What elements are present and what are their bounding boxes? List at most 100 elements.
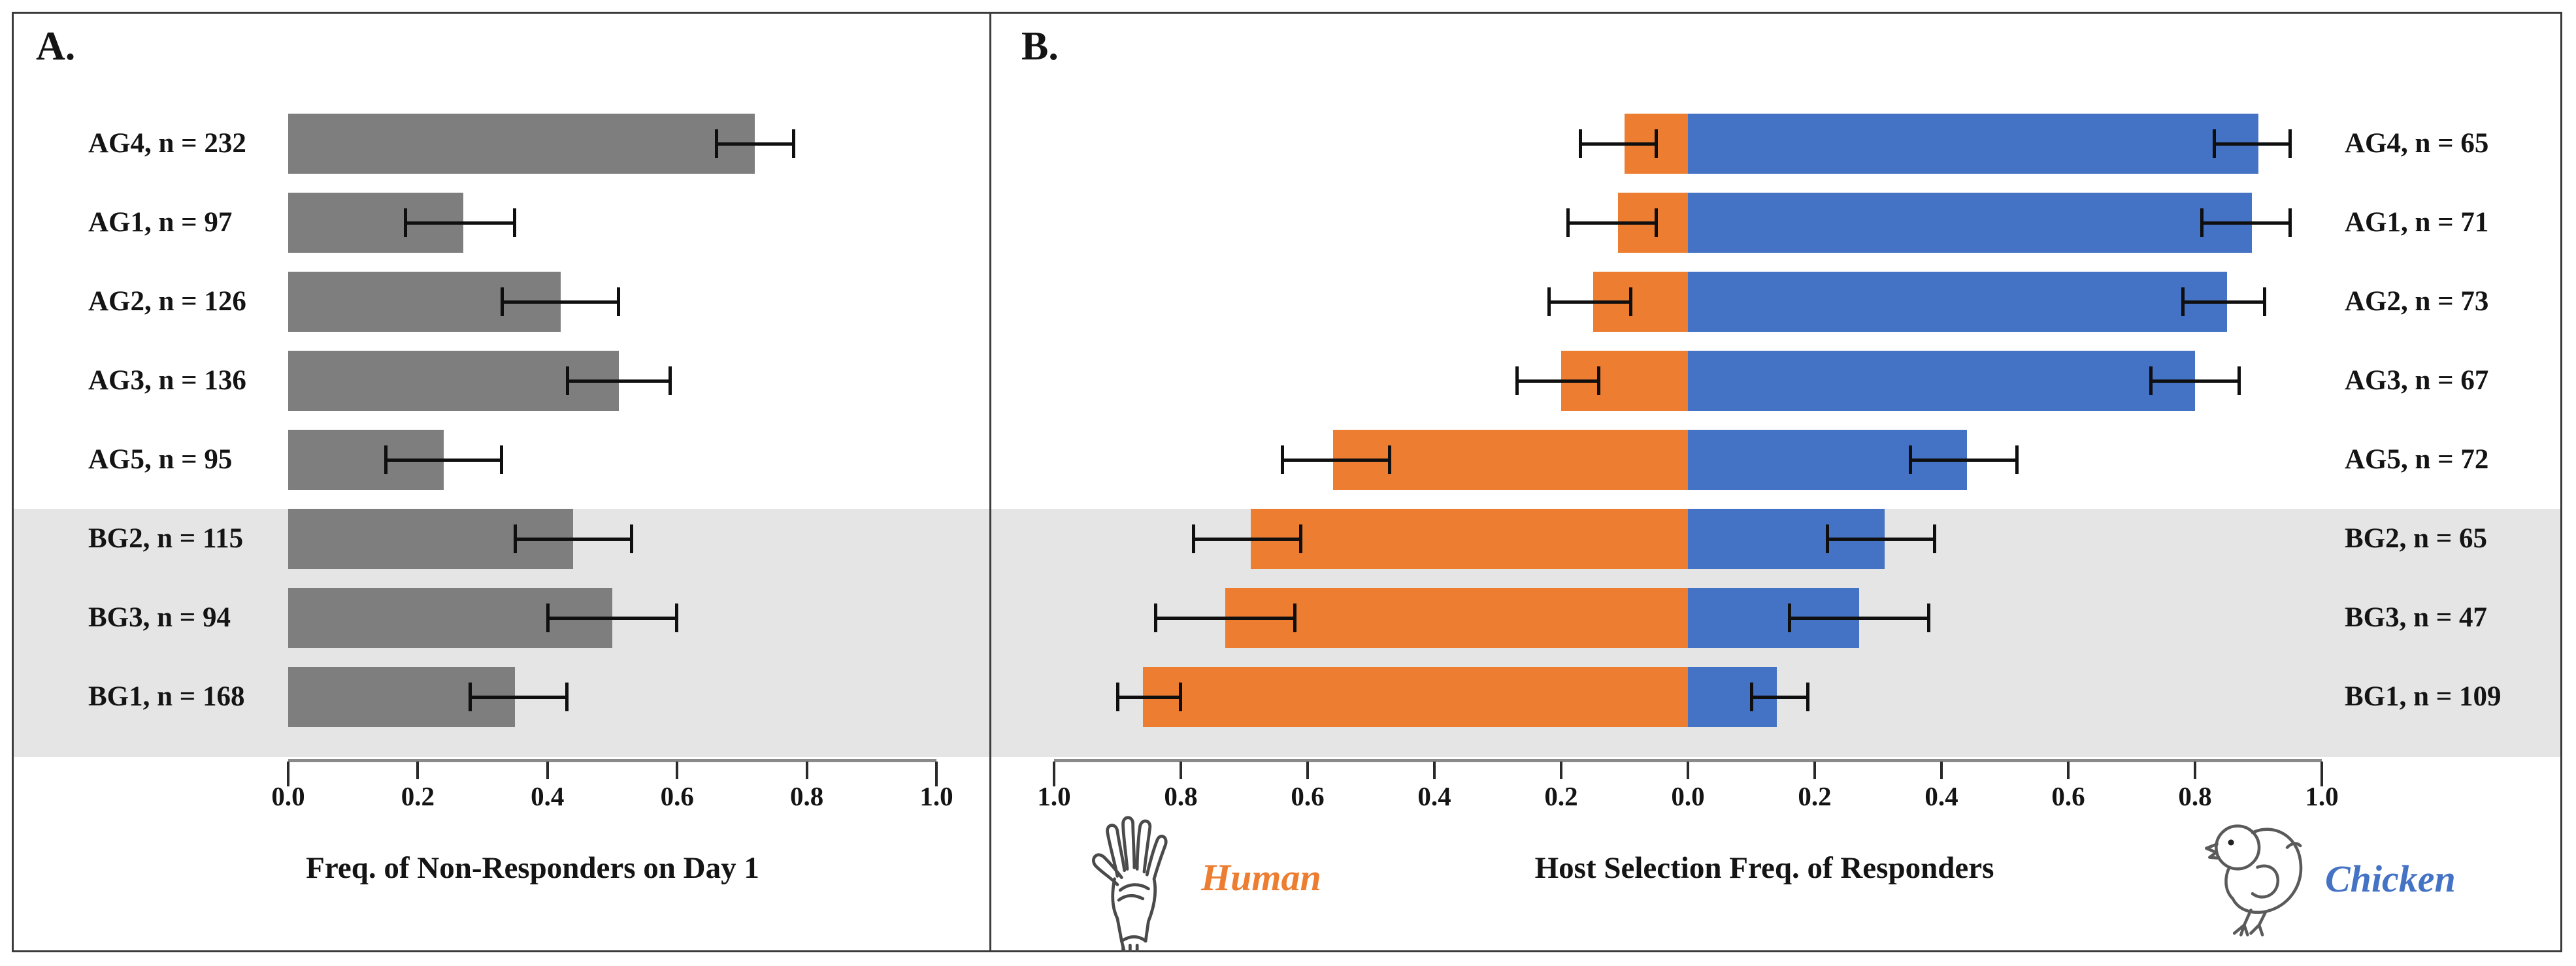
panel-b-chicken-error-bar [1909, 458, 2018, 462]
panel-b-chicken-error-bar [2182, 300, 2265, 304]
panel-b-chicken-error-bar-cap-left [1826, 524, 1830, 553]
panel-b-human-error-bar-cap-left [1192, 524, 1196, 553]
panel-a-row-label: BG2, n = 115 [88, 523, 244, 554]
panel-a-error-bar-cap-right [513, 208, 517, 237]
panel-b-human-error-bar-cap-left [1566, 208, 1570, 237]
panel-b-chicken-error-bar-cap-left [2181, 287, 2185, 316]
panel-b-human-error-bar-cap-right [1654, 129, 1658, 158]
panel-b-axis-tick [1813, 762, 1816, 779]
panel-a-row-label: AG4, n = 232 [88, 128, 246, 159]
panel-a-error-bar-cap-left [514, 524, 518, 553]
panel-b-axis-tick [2194, 762, 2196, 779]
panel-b-chicken-error-bar-cap-right [2262, 287, 2266, 316]
panel-a-error-bar-cap-right [675, 604, 679, 632]
panel-b-axis-tick [1180, 762, 1182, 779]
panel-a-axis-tick [287, 762, 289, 786]
panel-a-error-bar [547, 616, 678, 620]
panel-b-axis-tick-label: 0.2 [1798, 781, 1832, 811]
panel-b-chicken-error-bar [2214, 142, 2290, 146]
panel-b-chicken-bar [1688, 272, 2227, 332]
panel-b-chicken-error-bar-cap-left [2213, 129, 2217, 158]
panel-b-human-bar [1142, 667, 1688, 727]
panel-a-error-bar [385, 458, 503, 462]
panel-b-human-error-bar-cap-right [1299, 524, 1303, 553]
panel-b-chicken-error-bar-cap-left [1908, 445, 1912, 474]
panel-a-bar [288, 351, 619, 411]
panel-a-error-bar [716, 142, 794, 146]
panel-b-axis-tick [1433, 762, 1436, 779]
panel-b-chicken-error-bar-cap-right [2288, 208, 2292, 237]
panel-divider-line [989, 12, 991, 952]
panel-a-error-bar [469, 695, 567, 699]
panel-b-axis-tick-label: 0.4 [1417, 781, 1451, 811]
panel-b-chicken-error-bar-cap-right [2015, 445, 2019, 474]
panel-a-axis-tick-label: 0.2 [401, 781, 435, 811]
panel-b-axis-tick [1306, 762, 1309, 779]
panel-b-chicken-error-bar-cap-left [1750, 683, 1753, 711]
panel-b-axis-tick [1560, 762, 1562, 779]
panel-b-axis-tick-label: 0.6 [1291, 781, 1325, 811]
panel-a-axis-tick [935, 762, 938, 786]
panel-b-axis-tick-label: 0.6 [2051, 781, 2085, 811]
panel-b-row-label: BG3, n = 47 [2345, 602, 2488, 633]
panel-b-human-error-bar-cap-right [1597, 366, 1601, 395]
panel-a-error-bar-cap-right [791, 129, 795, 158]
human-host-label: Human [1201, 856, 1321, 899]
panel-b-row-label: AG1, n = 71 [2345, 207, 2489, 238]
panel-a-error-bar-cap-left [468, 683, 472, 711]
panel-b-human-error-bar-cap-right [1179, 683, 1182, 711]
panel-b-human-error-bar [1193, 537, 1302, 541]
panel-b-chicken-bar [1688, 193, 2253, 253]
panel-b-human-error-bar [1155, 616, 1295, 620]
panel-a-error-bar-cap-left [546, 604, 550, 632]
panel-a-error-bar-cap-right [629, 524, 633, 553]
panel-b-chicken-error-bar-cap-right [2288, 129, 2292, 158]
human-hand-icon [1086, 811, 1185, 952]
panel-a-row-label: AG3, n = 136 [88, 365, 246, 396]
panel-b-chicken-error-bar [2201, 221, 2290, 225]
panel-b-chicken-error-bar-cap-right [1926, 604, 1930, 632]
panel-a-axis-tick-label: 0.6 [660, 781, 694, 811]
panel-b-chicken-error-bar-cap-right [1933, 524, 1937, 553]
panel-b-chicken-error-bar-cap-left [1788, 604, 1792, 632]
panel-b-human-error-bar [1580, 142, 1657, 146]
panel-a-error-bar [405, 221, 516, 225]
panel-b-axis-tick-label: 0.0 [1671, 781, 1705, 811]
panel-a-error-bar-cap-left [714, 129, 718, 158]
panel-a-error-bar-cap-right [669, 366, 672, 395]
panel-a-axis-tick [546, 762, 549, 779]
panel-b-row-label: BG1, n = 109 [2345, 681, 2502, 712]
panel-b-axis-tick-label: 0.2 [1544, 781, 1578, 811]
panel-b-human-error-bar-cap-left [1515, 366, 1519, 395]
panel-a-error-bar-cap-left [384, 445, 388, 474]
panel-a-row-label: BG1, n = 168 [88, 681, 245, 712]
panel-a-axis-tick [416, 762, 420, 779]
chicken-chick-icon [2201, 818, 2311, 943]
panel-a-axis-line [288, 759, 936, 762]
panel-b-human-error-bar-cap-right [1388, 445, 1392, 474]
panel-b-axis-tick [1687, 762, 1689, 779]
panel-a-axis-tick-label: 0.8 [789, 781, 824, 811]
panel-a-axis-title: Freq. of Non-Responders on Day 1 [306, 851, 759, 885]
panel-a-error-bar-cap-left [403, 208, 407, 237]
panel-b-chicken-error-bar-cap-right [1806, 683, 1810, 711]
panel-b-human-error-bar-cap-right [1628, 287, 1632, 316]
panel-b-chicken-bar [1688, 114, 2258, 174]
panel-a-row-label: AG1, n = 97 [88, 207, 233, 238]
panel-b-human-error-bar-cap-left [1154, 604, 1158, 632]
panel-a-row-label: AG2, n = 126 [88, 286, 246, 317]
chicken-host-label: Chicken [2325, 858, 2456, 900]
panel-b-axis-tick-label: 0.8 [2178, 781, 2212, 811]
panel-b-letter: B. [1021, 24, 1059, 69]
panel-b-axis-tick-label: 1.0 [1037, 781, 1071, 811]
panel-b-chicken-error-bar [1827, 537, 1936, 541]
panel-a-error-bar [567, 379, 671, 383]
panel-b-axis-tick [1053, 762, 1055, 786]
panel-b-axis-tick-label: 0.4 [1924, 781, 1958, 811]
panel-b-chicken-error-bar-cap-left [2149, 366, 2153, 395]
panel-b-row-label: AG2, n = 73 [2345, 286, 2489, 317]
panel-b-human-error-bar-cap-left [1579, 129, 1583, 158]
panel-b-axis-tick [2320, 762, 2323, 786]
panel-a-error-bar-cap-left [565, 366, 569, 395]
panel-b-row-label: AG3, n = 67 [2345, 365, 2489, 396]
